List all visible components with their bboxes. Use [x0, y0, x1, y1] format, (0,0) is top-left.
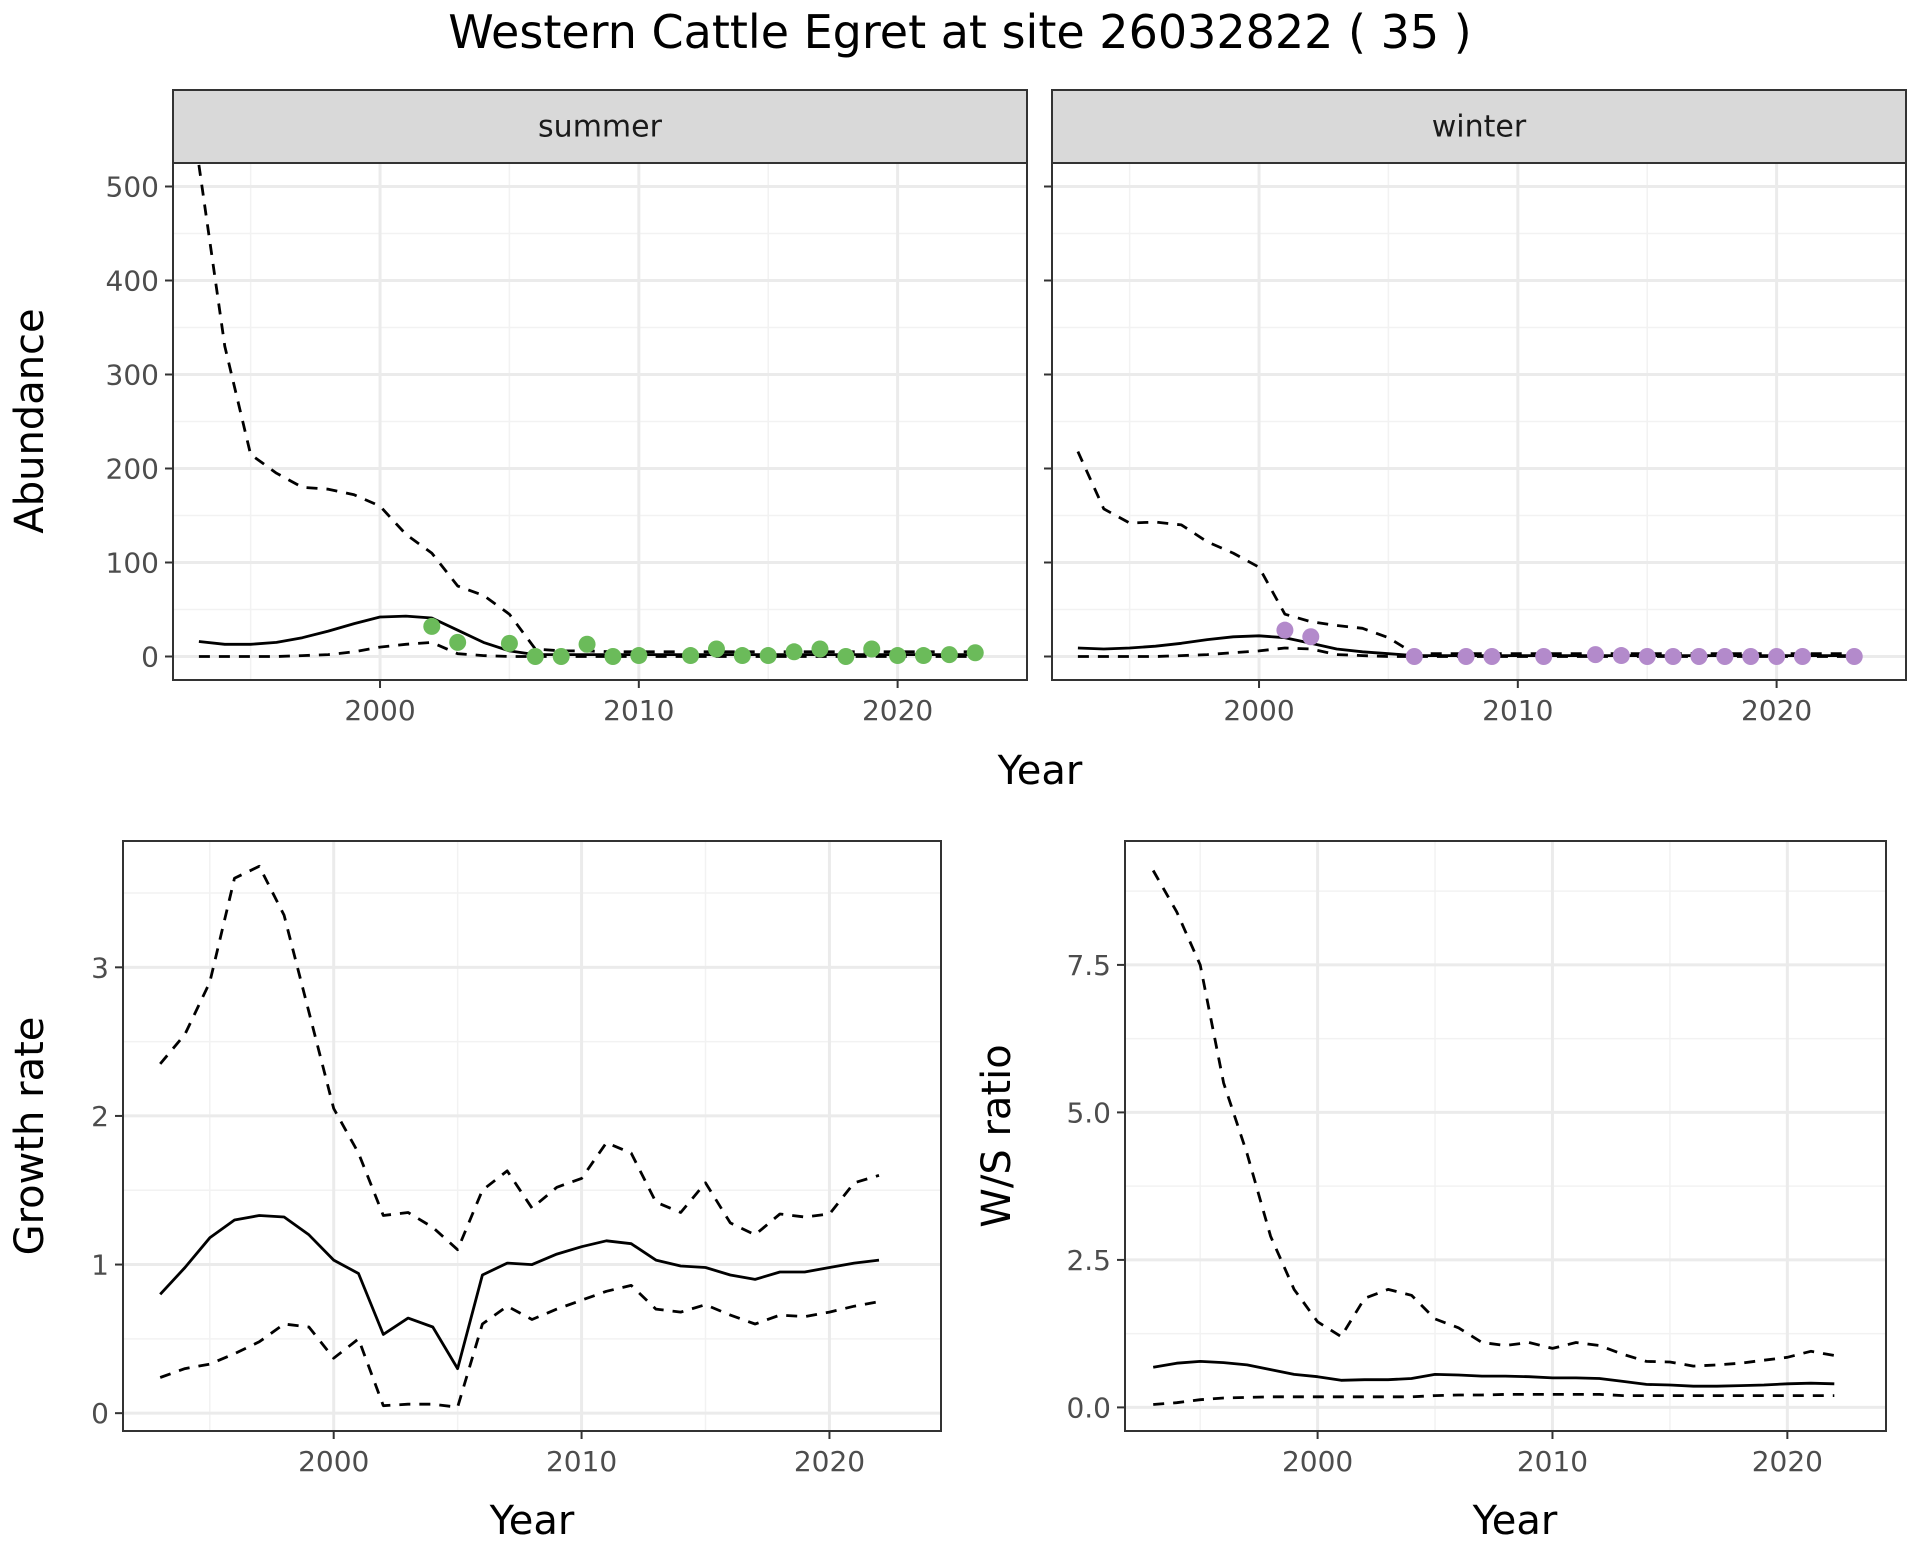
observed-point [1638, 648, 1656, 665]
y-tick-label: 0 [141, 641, 159, 674]
observed-point [423, 617, 441, 635]
observed-point [1664, 648, 1682, 665]
observed-point [604, 648, 622, 665]
observed-point [811, 640, 829, 658]
series-line-interval [1151, 869, 1835, 1368]
x-tick-label: 2010 [546, 1445, 617, 1478]
panels: summer 2000 2010 2020 0 100 200 300 400 500 Abunda… [7, 89, 1907, 1544]
x-axis-title: Year [1472, 1498, 1558, 1544]
observed-point [1535, 648, 1553, 665]
observed-point [707, 640, 725, 658]
observed-point [1845, 648, 1863, 665]
y-tick-label: 0 [91, 1397, 109, 1430]
panel-summer: summer 2000 2010 2020 0 100 200 300 400 500 Abunda… [7, 89, 1028, 727]
observed-point [1483, 648, 1501, 665]
observed-point [1612, 647, 1630, 665]
y-axis-title: Abundance [7, 308, 53, 533]
observed-point [914, 647, 932, 665]
series-group [197, 164, 984, 665]
observed-point [940, 646, 958, 664]
panel-ws_ratio: 2000 2010 2020 0.0 2.5 5.0 7.5 W/S ratio Year [974, 840, 1887, 1544]
series-line-interval [1153, 1393, 1835, 1406]
y-axis-title: W/S ratio [974, 1044, 1020, 1227]
observed-point [889, 647, 907, 665]
y-tick-label: 2 [91, 1100, 109, 1133]
y-tick-label: 7.5 [1066, 949, 1111, 982]
x-tick-label: 2020 [794, 1445, 865, 1478]
observed-point [552, 648, 570, 665]
x-tick-label: 2000 [1282, 1445, 1353, 1478]
y-tick-label: 500 [106, 171, 159, 204]
observed-point [526, 648, 544, 665]
observed-point [863, 640, 881, 658]
observed-point [500, 634, 518, 652]
panel-border [1124, 840, 1887, 1432]
y-tick-label: 200 [106, 453, 159, 486]
x-tick-label: 2020 [862, 694, 933, 727]
y-tick-label: 5.0 [1066, 1096, 1111, 1129]
x-tick-label: 2000 [298, 1445, 369, 1478]
facet-strip-label: summer [538, 110, 663, 145]
observed-point [1742, 648, 1760, 665]
panel-winter: winter 2000 2010 2020 [1044, 89, 1907, 727]
x-axis-title: Year [489, 1498, 575, 1544]
x-tick-label: 2000 [344, 694, 415, 727]
observed-point [785, 643, 803, 661]
observed-point [1716, 648, 1734, 665]
observed-point [837, 648, 855, 665]
series-line-estimate [1152, 1360, 1835, 1388]
series-line-interval [159, 1284, 880, 1409]
observed-point [682, 647, 700, 665]
y-axis-title: Growth rate [7, 1017, 53, 1256]
observed-point [630, 647, 648, 665]
facet-strip [1051, 89, 1907, 164]
panel-border [122, 840, 942, 1432]
top-x-axis-title: Year [997, 748, 1083, 794]
observed-point [1457, 648, 1475, 665]
series-group [1076, 451, 1863, 665]
y-tick-label: 400 [106, 265, 159, 298]
y-tick-label: 1 [91, 1249, 109, 1282]
series-group [1151, 869, 1835, 1406]
observed-point [1768, 648, 1786, 665]
facet-strip-label: winter [1432, 110, 1527, 145]
y-tick-label: 3 [91, 951, 109, 984]
observed-point [449, 633, 467, 651]
y-tick-label: 100 [106, 547, 159, 580]
observed-point [1276, 621, 1294, 639]
observed-point [1793, 648, 1811, 665]
panel-growth: 2000 2010 2020 0 1 2 3 Growth rate Year [7, 840, 942, 1544]
series-group [159, 864, 880, 1409]
observed-point [759, 647, 777, 665]
observed-point [1690, 648, 1708, 665]
observed-point [1302, 628, 1320, 646]
observed-point [578, 635, 596, 653]
y-tick-label: 300 [106, 359, 159, 392]
x-tick-label: 2010 [1517, 1445, 1588, 1478]
observed-point [1586, 646, 1604, 664]
x-tick-label: 2010 [603, 694, 674, 727]
observed-point [1405, 648, 1423, 665]
y-tick-label: 0.0 [1066, 1391, 1111, 1424]
x-tick-label: 2020 [1741, 694, 1812, 727]
observed-point [966, 644, 984, 662]
x-tick-label: 2010 [1482, 694, 1553, 727]
facet-strip [172, 89, 1028, 164]
y-tick-label: 2.5 [1066, 1244, 1111, 1277]
series-line-estimate [159, 1214, 880, 1370]
x-tick-label: 2020 [1752, 1445, 1823, 1478]
figure-title: Western Cattle Egret at site 26032822 ( … [448, 5, 1471, 59]
x-tick-label: 2000 [1223, 694, 1294, 727]
series-line-interval [159, 864, 880, 1252]
observed-point [733, 647, 751, 665]
